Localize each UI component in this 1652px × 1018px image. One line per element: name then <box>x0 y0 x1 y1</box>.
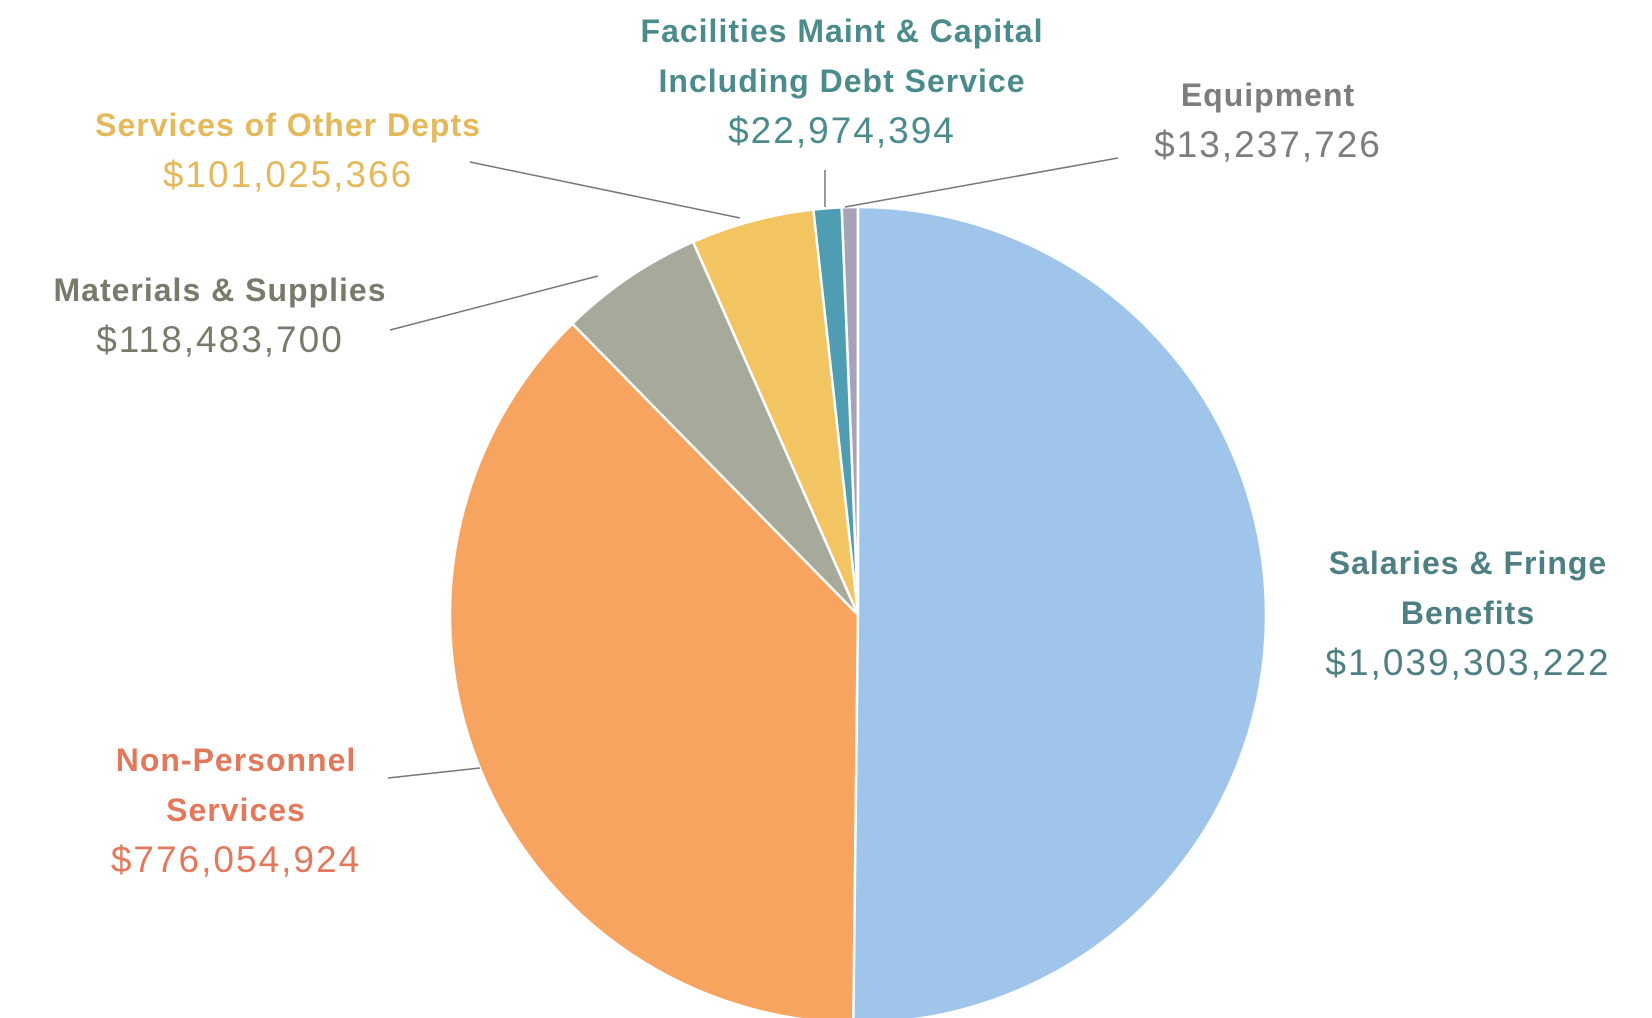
slice-label: Facilities Maint & Capital Including Deb… <box>572 6 1112 156</box>
category-label: Services of Other Depts <box>95 107 481 143</box>
leader-line <box>387 767 481 779</box>
leader-line <box>844 157 1119 208</box>
slice-label: Salaries & Fringe Benefits $1,039,303,222 <box>1288 538 1648 688</box>
pie-slice <box>448 321 860 1018</box>
category-label: Facilities Maint & Capital Including Deb… <box>640 13 1044 99</box>
category-label: Equipment <box>1180 77 1356 113</box>
value-label: $13,237,726 <box>1154 124 1382 165</box>
category-label: Non-Personnel Services <box>115 742 357 828</box>
value-label: $118,483,700 <box>96 319 344 360</box>
slice-label: Non-Personnel Services $776,054,924 <box>76 735 396 885</box>
pie-slice <box>852 205 1268 1018</box>
category-label: Salaries & Fringe Benefits <box>1328 545 1608 631</box>
category-label: Materials & Supplies <box>53 272 387 308</box>
slice-label: Services of Other Depts $101,025,366 <box>28 100 548 200</box>
value-label: $1,039,303,222 <box>1325 642 1611 683</box>
leader-lines <box>387 157 1119 779</box>
slice-label: Equipment $13,237,726 <box>1088 70 1448 170</box>
value-label: $776,054,924 <box>110 839 362 880</box>
value-label: $22,974,394 <box>728 110 956 151</box>
value-label: $101,025,366 <box>162 154 414 195</box>
slice-label: Materials & Supplies $118,483,700 <box>0 265 480 365</box>
leader-line <box>469 161 741 219</box>
pie-slice <box>570 240 860 616</box>
leader-line <box>389 275 599 331</box>
